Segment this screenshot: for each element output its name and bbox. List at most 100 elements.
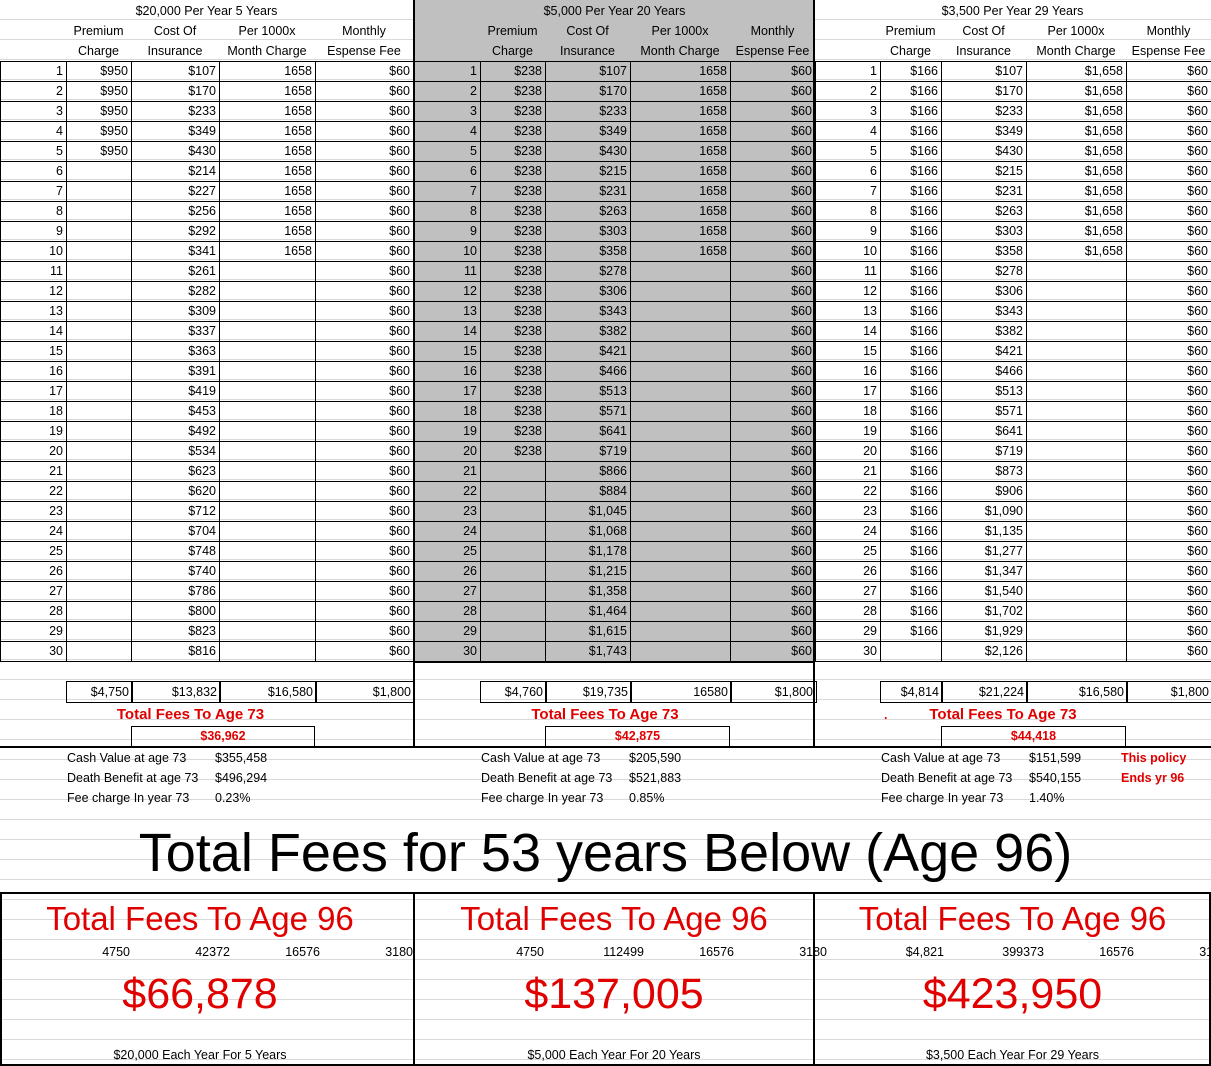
per1000-cell: 1658 (219, 201, 316, 222)
year-cell: 1 (414, 61, 481, 82)
coi-cell: $233 (941, 101, 1027, 122)
divider (0, 1064, 1211, 1066)
table-row: 18 $166 $571 $60 (814, 401, 1211, 422)
year-cell: 4 (414, 121, 481, 142)
per1000-cell (219, 461, 316, 482)
year-cell: 22 (414, 481, 481, 502)
table-row: 19 $166 $641 $60 (814, 421, 1211, 442)
fee-cell: $60 (315, 201, 414, 222)
per1000-cell: $1,658 (1026, 241, 1127, 262)
per1000-cell (1026, 361, 1127, 382)
fee-cell: $60 (730, 381, 816, 402)
table-row: 22 $620 $60 (0, 481, 414, 502)
per1000-cell (630, 281, 731, 302)
coi-cell: $278 (941, 261, 1027, 282)
year-cell: 9 (814, 221, 881, 242)
premium-cell: $166 (880, 441, 942, 462)
column-header: Per 1000x (238, 24, 296, 38)
year-cell: 28 (0, 601, 67, 622)
coi-cell: $421 (545, 341, 631, 362)
per1000-cell (219, 621, 316, 642)
fee-cell: $60 (1126, 141, 1211, 162)
panel-title: $5,000 Per Year 20 Years (543, 4, 686, 18)
premium-cell (66, 341, 132, 362)
premium-cell (66, 401, 132, 422)
year-cell: 7 (0, 181, 67, 202)
divider (413, 892, 415, 1066)
per1000-cell: 1658 (630, 61, 731, 82)
coi-cell: $107 (545, 61, 631, 82)
fee-cell: $60 (315, 601, 414, 622)
year-cell: 5 (0, 141, 67, 162)
premium-cell: $166 (880, 321, 942, 342)
table-row: 28 $1,464 $60 (414, 601, 816, 622)
fee-cell: $60 (730, 521, 816, 542)
stat-label: Death Benefit at age 73 (67, 771, 199, 785)
fee-cell: $60 (1126, 461, 1211, 482)
coi-cell: $884 (545, 481, 631, 502)
coi-cell: $1,358 (545, 581, 631, 602)
column-header: Premium (487, 24, 538, 38)
premium-cell: $238 (480, 361, 546, 382)
year-cell: 27 (814, 581, 881, 602)
divider (413, 661, 815, 663)
premium-cell: $238 (480, 421, 546, 442)
per1000-cell: $1,658 (1026, 61, 1127, 82)
coi-cell: $719 (941, 441, 1027, 462)
coi-cell: $873 (941, 461, 1027, 482)
divider (0, 746, 1211, 748)
coi-cell: $391 (131, 361, 220, 382)
table-row: 11 $238 $278 $60 (414, 261, 816, 282)
year-cell: 9 (414, 221, 481, 242)
coi-cell: $231 (545, 181, 631, 202)
per1000-cell: $1,658 (1026, 221, 1127, 242)
panel-footer: $5,000 Each Year For 20 Years (527, 1048, 701, 1062)
fee-cell: $60 (730, 281, 816, 302)
table-row: 27 $1,358 $60 (414, 581, 816, 602)
fees-96-label: Total Fees To Age 96 (460, 900, 768, 937)
per1000-cell (219, 281, 316, 302)
coi-cell: $571 (941, 401, 1027, 422)
year-cell: 8 (814, 201, 881, 222)
table-row: 15 $166 $421 $60 (814, 341, 1211, 362)
fee-cell: $60 (730, 501, 816, 522)
stat-value: $355,458 (215, 751, 268, 765)
coi-cell: $786 (131, 581, 220, 602)
per1000-cell (630, 601, 731, 622)
fee-cell: $60 (730, 301, 816, 322)
per1000-cell (219, 581, 316, 602)
per1000-cell (219, 321, 316, 342)
coi-cell: $358 (941, 241, 1027, 262)
year-cell: 14 (0, 321, 67, 342)
divider (813, 0, 815, 746)
fee-cell: $60 (315, 141, 414, 162)
coi-cell: $1,702 (941, 601, 1027, 622)
fee-cell: $60 (1126, 221, 1211, 242)
premium-cell: $166 (880, 581, 942, 602)
fee-cell: $60 (1126, 581, 1211, 602)
coi-cell: $430 (545, 141, 631, 162)
column-header: Monthly (342, 24, 386, 38)
premium-cell (66, 421, 132, 442)
coi-cell: $278 (545, 261, 631, 282)
fee-cell: $60 (1126, 481, 1211, 502)
year-cell: 17 (0, 381, 67, 402)
fee-cell: $60 (315, 521, 414, 542)
table-row: 21 $866 $60 (414, 461, 816, 482)
table-row: 6 $238 $215 1658 $60 (414, 161, 816, 182)
coi-cell: $309 (131, 301, 220, 322)
year-cell: 13 (814, 301, 881, 322)
table-row: 27 $166 $1,540 $60 (814, 581, 1211, 602)
fee-cell: $60 (730, 81, 816, 102)
coi-cell: $358 (545, 241, 631, 262)
per1000-cell (1026, 461, 1127, 482)
coi-cell: $620 (131, 481, 220, 502)
fee-cell: $60 (315, 581, 414, 602)
premium-cell: $166 (880, 501, 942, 522)
year-cell: 11 (814, 261, 881, 282)
fees-96-part: 112499 (603, 945, 644, 959)
column-header: Month Charge (1036, 44, 1116, 58)
per1000-cell: $1,658 (1026, 121, 1127, 142)
year-cell: 21 (814, 461, 881, 482)
premium-cell: $166 (880, 461, 942, 482)
